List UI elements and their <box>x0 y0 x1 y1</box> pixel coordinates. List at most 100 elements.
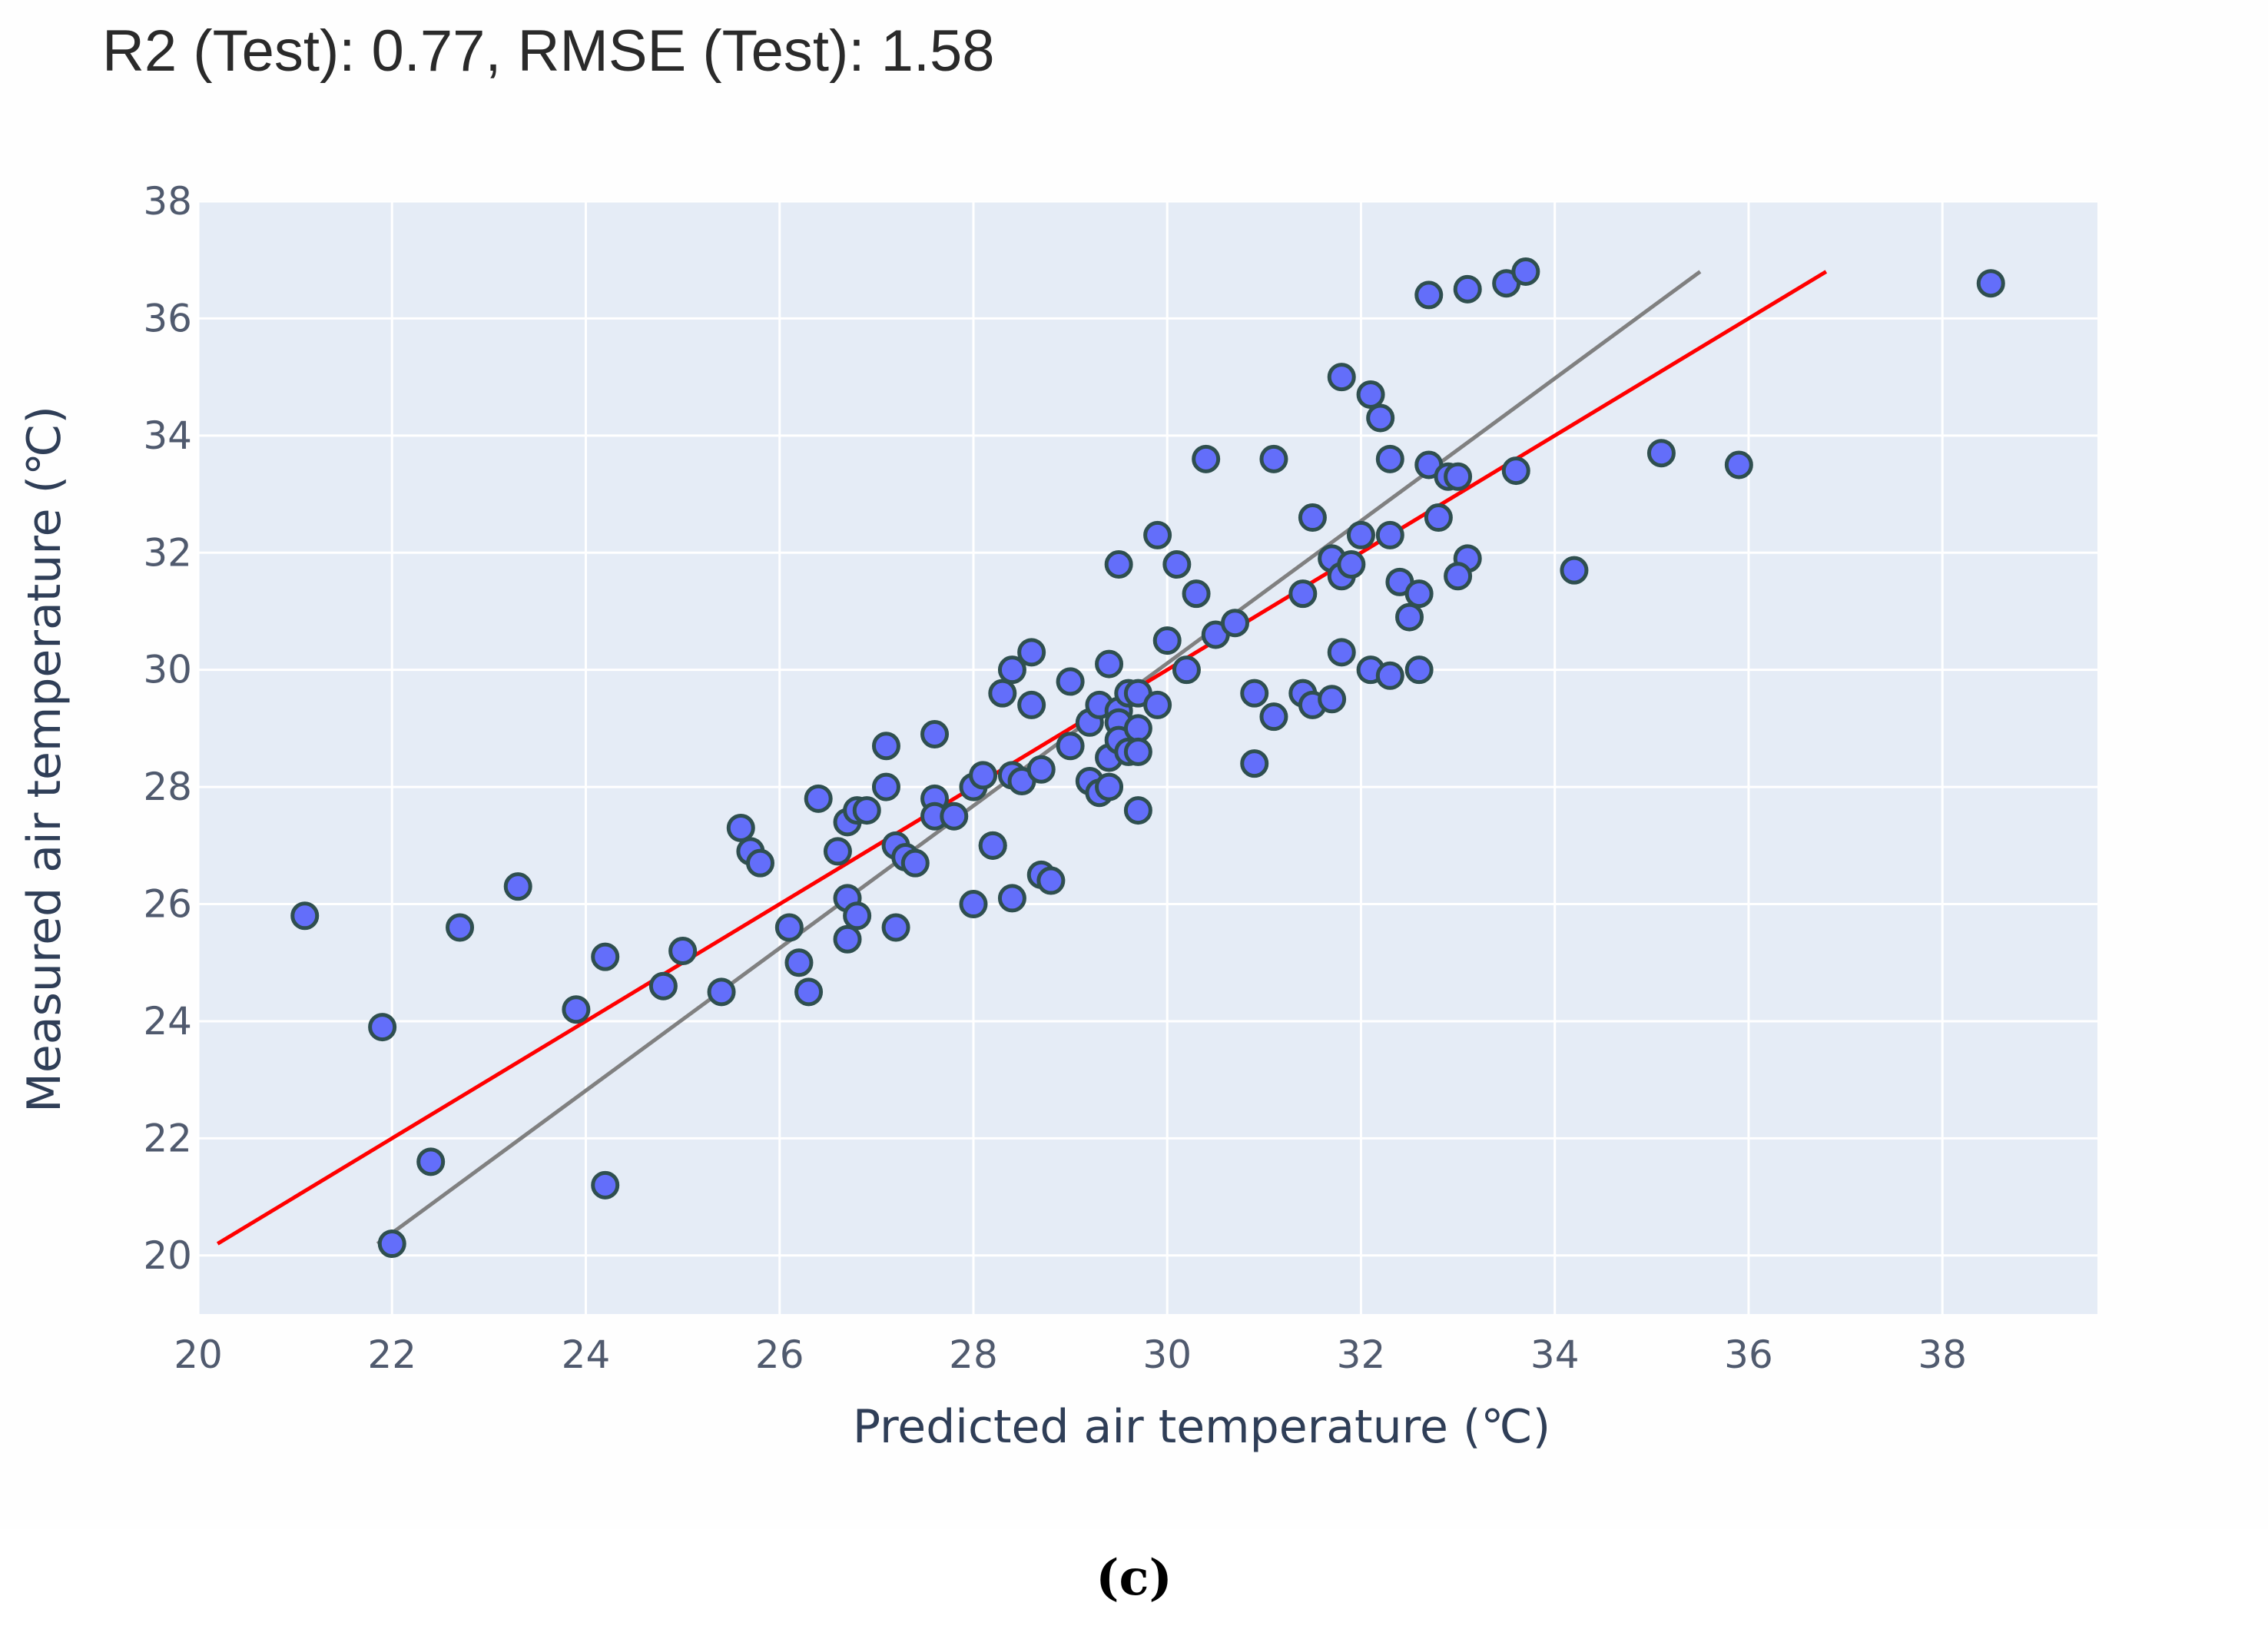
data-point <box>1424 503 1453 533</box>
data-point <box>774 913 804 942</box>
y-tick-label: 36 <box>143 296 192 340</box>
data-point <box>940 801 969 831</box>
data-point <box>900 848 930 878</box>
y-tick-label: 28 <box>143 765 192 809</box>
data-point <box>852 796 881 825</box>
data-point <box>446 913 475 942</box>
data-point <box>1337 550 1366 579</box>
y-tick-label: 24 <box>143 999 192 1044</box>
data-point <box>997 884 1026 913</box>
data-point <box>1298 503 1327 533</box>
tick-labels: 20 22 24 26 28 30 32 34 36 38 20 22 24 26 28 30 32 34 36 38 <box>143 179 1967 1377</box>
x-tick-label: 20 <box>174 1332 223 1377</box>
data-point <box>668 936 698 965</box>
data-point <box>833 924 862 954</box>
data-point <box>1404 655 1434 685</box>
data-point <box>1123 796 1152 825</box>
data-point <box>1346 520 1375 549</box>
data-point <box>1511 257 1540 286</box>
data-point <box>1501 456 1530 486</box>
data-point <box>1162 550 1192 579</box>
data-point <box>784 948 814 977</box>
data-point <box>1724 450 1753 480</box>
data-point <box>416 1147 446 1176</box>
data-point <box>1095 772 1124 801</box>
y-tick-label: 38 <box>143 179 192 224</box>
data-point <box>1375 444 1404 473</box>
data-point <box>707 977 736 1007</box>
data-point <box>1444 562 1473 591</box>
data-point <box>988 679 1017 708</box>
data-point <box>1104 550 1133 579</box>
data-point <box>1056 667 1085 696</box>
data-point <box>377 1229 406 1259</box>
data-points <box>290 257 2005 1259</box>
data-point <box>997 655 1026 685</box>
data-point <box>1152 626 1182 655</box>
data-point <box>1017 638 1046 667</box>
data-point <box>1036 866 1066 895</box>
data-point <box>1240 749 1269 778</box>
y-tick-label: 22 <box>143 1116 192 1160</box>
data-point <box>1056 732 1085 761</box>
y-tick-label: 34 <box>143 413 192 458</box>
data-point <box>562 995 591 1024</box>
y-tick-label: 26 <box>143 882 192 927</box>
data-point <box>1259 444 1288 473</box>
data-point <box>920 720 950 749</box>
data-point <box>1453 274 1482 304</box>
data-point <box>871 772 900 801</box>
y-tick-label: 30 <box>143 648 192 692</box>
data-point <box>1123 714 1152 743</box>
data-point <box>871 732 900 761</box>
data-point <box>1366 403 1395 433</box>
data-point <box>746 848 775 878</box>
data-point <box>881 913 910 942</box>
data-point <box>1143 690 1172 719</box>
scatter-chart: R2 (Test): 0.77, RMSE (Test): 1.58 20 22 2… <box>18 18 2097 1454</box>
data-point <box>368 1013 397 1042</box>
figure-caption: (c) <box>1096 1549 1172 1607</box>
data-point <box>1259 702 1288 732</box>
data-point <box>978 831 1007 860</box>
data-point <box>794 977 824 1007</box>
data-point <box>1123 737 1152 766</box>
y-tick-label: 20 <box>143 1233 192 1278</box>
data-point <box>1221 609 1250 638</box>
data-point <box>1288 579 1318 609</box>
x-tick-label: 30 <box>1142 1332 1192 1377</box>
data-point <box>843 901 872 931</box>
data-point <box>1172 655 1201 685</box>
data-point <box>290 901 320 931</box>
data-point <box>1017 690 1046 719</box>
data-point <box>1327 363 1356 392</box>
data-point <box>1356 380 1385 409</box>
data-point <box>1026 755 1056 784</box>
x-tick-label: 22 <box>367 1332 416 1377</box>
data-point <box>648 971 678 1001</box>
data-point <box>1095 649 1124 679</box>
x-tick-label: 24 <box>562 1332 611 1377</box>
data-point <box>1192 444 1221 473</box>
regression-line <box>216 270 1828 1246</box>
data-point <box>503 872 532 901</box>
chart-title: R2 (Test): 0.77, RMSE (Test): 1.58 <box>102 18 995 84</box>
data-point <box>804 784 833 813</box>
data-point <box>1646 439 1676 468</box>
data-point <box>823 837 852 866</box>
data-point <box>1182 579 1211 609</box>
x-tick-label: 38 <box>1918 1332 1967 1377</box>
x-tick-label: 28 <box>949 1332 998 1377</box>
data-point <box>959 890 988 919</box>
data-point <box>726 813 755 842</box>
x-tick-label: 34 <box>1530 1332 1580 1377</box>
x-axis-title: Predicted air temperature (℃) <box>853 1400 1550 1454</box>
data-point <box>1404 579 1434 609</box>
figure-panel: R2 (Test): 0.77, RMSE (Test): 1.58 20 22 2… <box>18 18 2097 1454</box>
data-point <box>1375 661 1404 690</box>
data-point <box>1976 269 2005 298</box>
data-point <box>1240 679 1269 708</box>
data-point <box>1375 520 1404 549</box>
data-point <box>1143 520 1172 549</box>
data-point <box>591 1170 620 1200</box>
